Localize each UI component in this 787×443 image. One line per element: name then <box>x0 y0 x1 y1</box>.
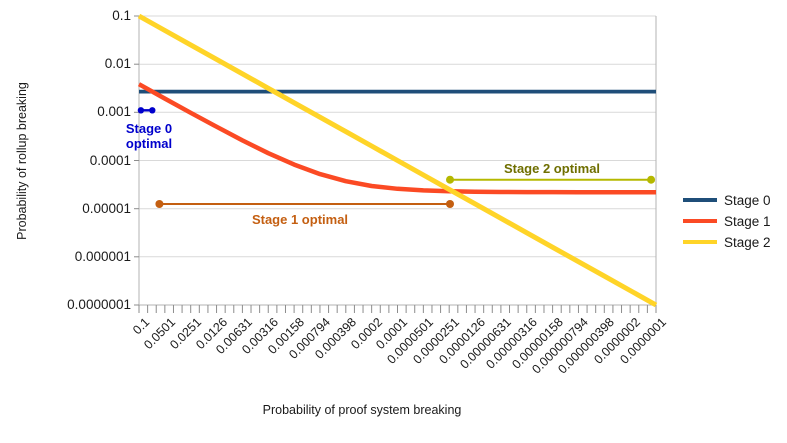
y-tick-label: 0.1 <box>112 8 131 23</box>
stage-0-optimal-label: Stage 0 optimal <box>125 121 173 151</box>
y-axis-title: Probability of rollup breaking <box>15 82 29 240</box>
stage-0-optimal-range <box>137 107 156 114</box>
stage-1-optimal-range <box>155 200 454 208</box>
stage-2-optimal-range <box>446 175 656 184</box>
stage-2-optimal-end-dot <box>647 175 656 184</box>
series-stage-2 <box>137 13 658 308</box>
stage-2-optimal-label: Stage 2 optimal <box>503 161 601 176</box>
legend-label: Stage 2 <box>724 234 771 250</box>
y-tick-label: 0.0000001 <box>67 297 131 312</box>
y-tick-label: 0.00001 <box>82 201 131 216</box>
y-tick-label: 0.0001 <box>89 153 131 168</box>
legend-swatch <box>683 240 717 244</box>
stage-1-optimal-end-dot <box>446 200 454 208</box>
legend-label: Stage 1 <box>724 213 771 229</box>
y-tick-label: 0.01 <box>104 56 131 71</box>
legend-swatch <box>683 198 717 202</box>
stage-1-optimal-start-dot <box>155 200 164 208</box>
stage-0-optimal-end-dot <box>149 107 156 114</box>
x-axis-title: Probability of proof system breaking <box>262 403 462 417</box>
stage-0-optimal-start-dot <box>137 107 145 114</box>
legend-label: Stage 0 <box>724 192 771 208</box>
y-tick-label: 0.000001 <box>74 249 131 264</box>
stage-1-optimal-label: Stage 1 optimal <box>251 212 349 227</box>
stage-2-optimal-start-dot <box>446 175 454 184</box>
legend-item-stage-0: Stage 0 <box>683 190 771 210</box>
y-tick-label: 0.001 <box>97 104 131 119</box>
legend-item-stage-1: Stage 1 <box>683 211 771 231</box>
legend-item-stage-2: Stage 2 <box>683 232 771 252</box>
legend-swatch <box>683 219 717 223</box>
series-stage-1 <box>137 82 656 195</box>
